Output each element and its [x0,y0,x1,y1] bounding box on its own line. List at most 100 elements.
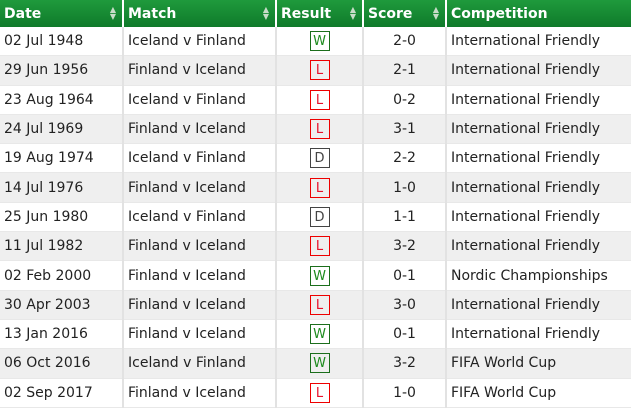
date-cell: 30 Apr 2003 [0,290,124,320]
result-cell: L [276,231,364,262]
match-cell: Finland v Iceland [123,172,277,203]
result-badge: L [309,119,330,140]
result-cell: W [276,27,364,57]
result-cell: L [276,172,364,203]
result-badge: W [309,353,330,374]
result-cell: W [276,260,364,291]
date-cell: 14 Jul 1976 [0,172,124,203]
header-date[interactable]: Date ▲ ▼ [0,0,124,27]
score-cell: 1-0 [363,378,447,408]
date-cell: 13 Jan 2016 [0,319,124,350]
sort-icon[interactable]: ▲ ▼ [262,5,269,21]
sort-icon[interactable]: ▲ ▼ [349,5,356,21]
result-badge: W [309,31,330,52]
competition-cell: International Friendly [446,114,631,145]
match-cell: Iceland v Finland [123,85,277,115]
result-cell: L [276,85,364,115]
score-cell: 1-1 [363,202,447,233]
score-cell: 0-1 [363,319,447,350]
match-cell: Finland v Iceland [123,319,277,350]
header-match[interactable]: Match ▲ ▼ [123,0,277,27]
score-cell: 1-0 [363,172,447,203]
table-row: 13 Jan 2016 Finland v Iceland W 0-1 Inte… [0,319,631,350]
table-row: 24 Jul 1969 Finland v Iceland L 3-1 Inte… [0,114,631,145]
table-row: 02 Jul 1948 Iceland v Finland W 2-0 Inte… [0,27,631,57]
date-cell: 02 Jul 1948 [0,27,124,57]
result-cell: D [276,202,364,233]
date-cell: 02 Sep 2017 [0,378,124,408]
header-label: Result [281,5,332,22]
table-row: 29 Jun 1956 Finland v Iceland L 2-1 Inte… [0,55,631,86]
match-cell: Finland v Iceland [123,290,277,320]
table-row: 11 Jul 1982 Finland v Iceland L 3-2 Inte… [0,231,631,262]
date-cell: 29 Jun 1956 [0,55,124,86]
result-cell: D [276,143,364,174]
header-label: Competition [451,5,548,22]
match-cell: Finland v Iceland [123,55,277,86]
table-row: 14 Jul 1976 Finland v Iceland L 1-0 Inte… [0,172,631,203]
date-cell: 24 Jul 1969 [0,114,124,145]
header-competition[interactable]: Competition [446,0,631,27]
match-cell: Finland v Iceland [123,260,277,291]
result-badge: L [309,236,330,257]
match-cell: Iceland v Finland [123,348,277,379]
score-cell: 2-1 [363,55,447,86]
date-cell: 11 Jul 1982 [0,231,124,262]
sort-icon[interactable]: ▲ ▼ [432,5,439,21]
result-badge: D [309,206,330,227]
result-cell: L [276,55,364,86]
table-row: 19 Aug 1974 Iceland v Finland D 2-2 Inte… [0,143,631,174]
competition-cell: International Friendly [446,27,631,57]
competition-cell: FIFA World Cup [446,378,631,408]
score-cell: 2-0 [363,27,447,57]
table-row: 23 Aug 1964 Iceland v Finland L 0-2 Inte… [0,85,631,115]
table-row: 25 Jun 1980 Iceland v Finland D 1-1 Inte… [0,202,631,233]
date-cell: 19 Aug 1974 [0,143,124,174]
result-cell: W [276,348,364,379]
score-cell: 2-2 [363,143,447,174]
date-cell: 06 Oct 2016 [0,348,124,379]
header-label: Date [4,5,42,22]
header-label: Match [128,5,177,22]
result-badge: L [309,60,330,81]
date-cell: 23 Aug 1964 [0,85,124,115]
result-badge: W [309,324,330,345]
date-cell: 02 Feb 2000 [0,260,124,291]
table-row: 30 Apr 2003 Finland v Iceland L 3-0 Inte… [0,290,631,320]
competition-cell: International Friendly [446,143,631,174]
competition-cell: International Friendly [446,202,631,233]
match-cell: Finland v Iceland [123,114,277,145]
score-cell: 3-1 [363,114,447,145]
result-cell: L [276,378,364,408]
result-badge: L [309,382,330,403]
competition-cell: International Friendly [446,319,631,350]
result-cell: L [276,290,364,320]
match-cell: Finland v Iceland [123,231,277,262]
match-cell: Iceland v Finland [123,202,277,233]
score-cell: 3-2 [363,231,447,262]
header-label: Score [368,5,413,22]
sort-icon[interactable]: ▲ ▼ [109,5,116,21]
score-cell: 0-1 [363,260,447,291]
competition-cell: International Friendly [446,85,631,115]
competition-cell: International Friendly [446,172,631,203]
table-row: 02 Sep 2017 Finland v Iceland L 1-0 FIFA… [0,378,631,408]
competition-cell: FIFA World Cup [446,348,631,379]
result-cell: L [276,114,364,145]
header-score[interactable]: Score ▲ ▼ [363,0,447,27]
result-badge: L [309,294,330,315]
score-cell: 3-0 [363,290,447,320]
table-row: 06 Oct 2016 Iceland v Finland W 3-2 FIFA… [0,348,631,379]
competition-cell: International Friendly [446,55,631,86]
competition-cell: International Friendly [446,231,631,262]
header-result[interactable]: Result ▲ ▼ [276,0,364,27]
result-badge: L [309,177,330,198]
match-cell: Iceland v Finland [123,27,277,57]
competition-cell: Nordic Championships [446,260,631,291]
match-cell: Finland v Iceland [123,378,277,408]
result-badge: W [309,265,330,286]
result-cell: W [276,319,364,350]
result-badge: L [309,89,330,110]
table-row: 02 Feb 2000 Finland v Iceland W 0-1 Nord… [0,260,631,291]
